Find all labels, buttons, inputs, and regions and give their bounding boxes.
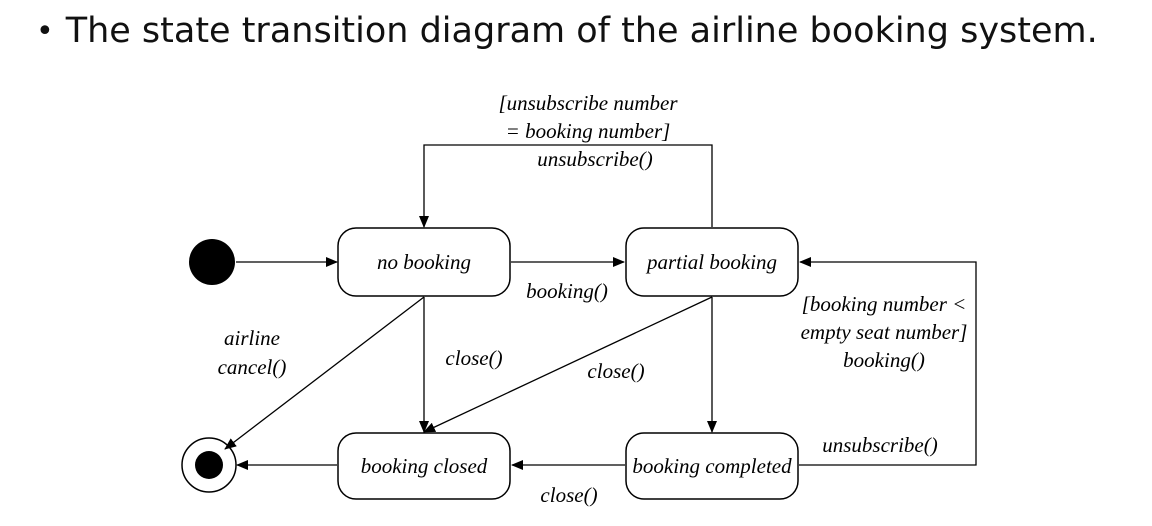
transition-right-loop [799,257,977,466]
state-label-booking-completed: booking completed [632,454,792,478]
page-title: • The state transition diagram of the ai… [36,8,1098,54]
state-label-booking-closed: booking closed [361,454,488,478]
bullet-point: • [36,13,54,49]
state-booking-closed [337,432,511,500]
state-no-booking [337,227,511,297]
transition-top-loop [419,144,713,228]
final-state [181,437,237,493]
label-booking: booking() [526,279,608,303]
label-unsubscribe-completed: unsubscribe() [822,433,937,457]
state-partial-booking [625,227,799,297]
initial-state [189,239,235,285]
state-booking-completed [625,432,799,500]
transition-close-partial [423,296,713,433]
label-top-loop-guard-1: [unsubscribe number [498,91,678,115]
label-right-loop-action: booking() [843,348,925,372]
page-title-text: The state transition diagram of the airl… [65,11,1098,51]
label-close-completed: close() [540,483,597,507]
state-label-no-booking: no booking [377,250,471,274]
label-top-loop-action: unsubscribe() [537,147,652,171]
label-close-no-booking: close() [445,346,502,370]
label-top-loop-guard-2: = booking number] [506,119,671,143]
label-right-loop-guard-1: [booking number < [802,292,967,316]
label-airline: airline [224,326,280,350]
label-close-partial: close() [587,359,644,383]
label-cancel: cancel() [218,355,287,379]
label-right-loop-guard-2: empty seat number] [801,320,968,344]
state-label-partial-booking: partial booking [645,250,777,274]
transition-airline-cancel [224,296,425,450]
